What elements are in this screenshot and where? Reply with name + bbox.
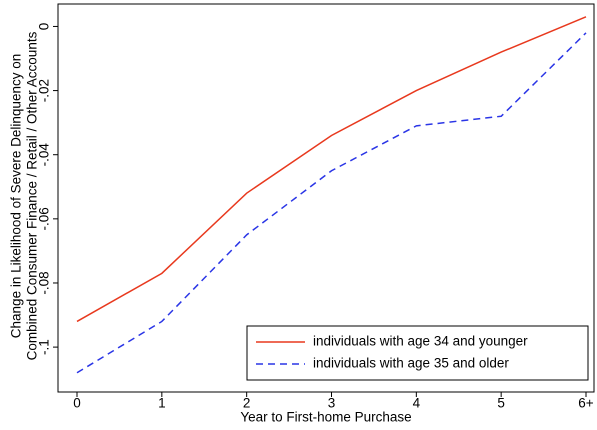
plot-frame: [57, 3, 595, 393]
x-axis-title: Year to First-home Purchase: [240, 410, 411, 425]
y-tick-label: -.08: [37, 271, 52, 294]
legend-label: individuals with age 34 and younger: [313, 334, 528, 349]
x-tick-label: 5: [497, 396, 505, 411]
x-tick-label: 1: [158, 396, 166, 411]
y-axis-title: Combined Consumer Finance / Retail / Oth…: [25, 31, 40, 360]
legend-label: individuals with age 35 and older: [313, 356, 509, 371]
x-tick-label: 0: [73, 396, 81, 411]
y-axis-title: Change in Likelihood of Severe Delinquen…: [9, 54, 24, 338]
y-tick-label: -.06: [37, 207, 52, 230]
y-tick-label: -.02: [37, 79, 52, 102]
data-line: [76, 16, 587, 323]
legend-box: [246, 325, 589, 381]
data-line: [76, 32, 587, 374]
x-tick-label: 2: [243, 396, 251, 411]
x-tick-label: 6+: [578, 396, 594, 411]
x-tick-label: 4: [413, 396, 421, 411]
x-tick-label: 3: [328, 396, 336, 411]
y-tick-label: 0: [37, 23, 52, 31]
y-tick-label: -.1: [37, 339, 52, 355]
y-tick-label: -.04: [37, 143, 52, 167]
